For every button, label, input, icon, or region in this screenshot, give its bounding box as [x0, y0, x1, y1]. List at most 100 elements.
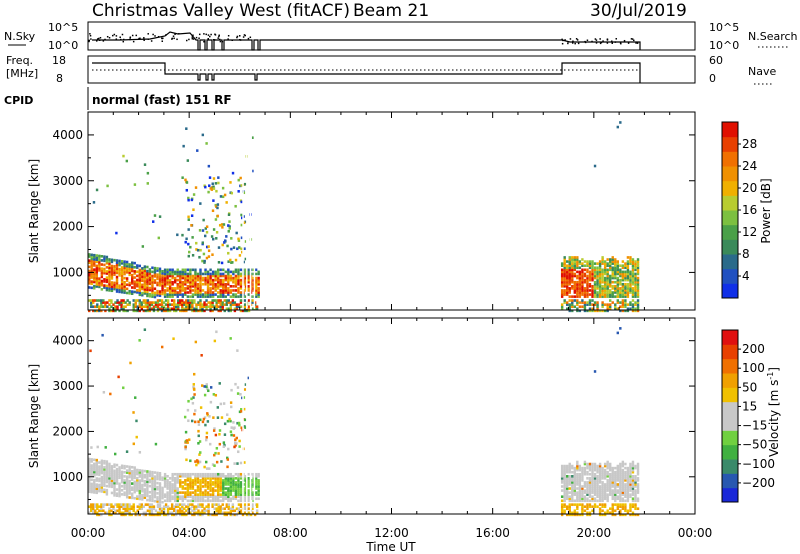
velocity-cell: [92, 511, 95, 515]
velocity-cell: [146, 484, 149, 488]
velocity-cell: [257, 493, 260, 496]
velocity-cell: [206, 483, 210, 486]
velocity-cell: [126, 509, 129, 513]
power-cell: [576, 280, 579, 284]
velocity-cell: [236, 421, 239, 425]
power-cell: [95, 254, 98, 257]
velocity-cell: [113, 479, 116, 483]
velocity-cell: [568, 509, 571, 513]
power-cell: [184, 287, 187, 290]
power-cell: [138, 293, 141, 297]
power-cell: [115, 263, 119, 266]
power-cell: [164, 309, 168, 313]
velocity-cell: [207, 509, 210, 513]
power-cell: [586, 287, 589, 290]
power-cell: [108, 274, 111, 278]
velocity-cell: [148, 499, 152, 502]
power-cell: [120, 284, 124, 288]
velocity-cell: [209, 499, 212, 503]
velocity-cell: [588, 489, 592, 492]
freq-label-top: Freq.: [6, 54, 33, 67]
power-cell: [239, 282, 243, 286]
velocity-cell: [254, 491, 258, 494]
power-cell: [636, 305, 640, 309]
velocity-cell: [156, 492, 159, 495]
power-cell: [209, 307, 212, 311]
power-cell: [631, 272, 635, 276]
power-cell: [88, 309, 91, 313]
power-cell: [231, 171, 235, 175]
power-cell: [583, 280, 587, 284]
power-cell: [108, 303, 111, 306]
velocity-cell: [619, 477, 622, 480]
power-cell: [211, 182, 214, 186]
power-cell: [624, 303, 627, 306]
power-colorbar-tick-label: 20: [742, 181, 757, 195]
velocity-cell: [195, 463, 198, 467]
velocity-cell: [222, 497, 225, 501]
velocity-cell: [591, 479, 594, 482]
velocity-cell: [624, 485, 627, 488]
power-cell: [90, 267, 93, 271]
velocity-cell: [581, 495, 584, 498]
power-cell: [128, 289, 131, 293]
power-cell: [601, 278, 604, 282]
velocity-cell: [238, 423, 241, 427]
power-cell: [98, 279, 101, 282]
power-cell: [232, 276, 235, 280]
power-cell: [106, 184, 109, 188]
power-cell: [194, 285, 197, 288]
velocity-cell: [216, 493, 220, 496]
power-cell: [239, 299, 243, 302]
power-cell: [560, 282, 564, 286]
power-cell: [115, 284, 119, 287]
nsky-dot: [205, 33, 207, 36]
power-cell: [176, 295, 179, 298]
velocity-cell: [216, 479, 220, 482]
velocity-cell: [146, 478, 149, 481]
power-cell: [215, 237, 218, 240]
velocity-cell: [171, 472, 174, 476]
velocity-cell: [215, 460, 219, 464]
nsky-dot: [178, 33, 180, 35]
velocity-cell: [611, 503, 614, 506]
nsky-dot: [174, 33, 176, 36]
power-cell: [219, 309, 222, 313]
power-cell: [237, 280, 240, 284]
velocity-cell: [181, 511, 184, 515]
velocity-cell: [185, 509, 188, 513]
power-cell: [108, 266, 111, 270]
velocity-cell: [244, 418, 247, 422]
velocity-cell: [186, 487, 190, 490]
velocity-cell: [144, 511, 148, 515]
power-cell: [227, 301, 231, 304]
velocity-cell: [219, 495, 222, 498]
power-cell: [636, 287, 640, 290]
power-cell: [242, 191, 246, 195]
nsky-dot: [113, 33, 116, 36]
power-cell: [187, 301, 190, 304]
power-cell: [189, 274, 192, 278]
power-cell: [209, 274, 212, 278]
velocity-cell: [598, 493, 602, 496]
power-cell: [100, 279, 104, 283]
velocity-cell: [133, 486, 136, 490]
nsky-dot: [236, 36, 238, 39]
velocity-cell: [199, 483, 202, 486]
velocity-cell: [197, 434, 200, 438]
velocity-cell: [216, 491, 220, 494]
power-cell: [161, 269, 164, 273]
power-cell: [161, 284, 164, 288]
power-cell: [626, 287, 630, 290]
power-cell: [231, 261, 234, 264]
power-cell: [593, 295, 597, 298]
velocity-cell: [225, 505, 228, 508]
velocity-cell: [616, 474, 619, 478]
power-cell: [161, 278, 164, 281]
velocity-cell: [161, 492, 164, 496]
power-cell: [126, 303, 129, 306]
velocity-cell: [209, 386, 213, 389]
nsky-dot: [636, 42, 639, 44]
velocity-cell: [134, 511, 137, 515]
velocity-cell: [95, 483, 98, 486]
